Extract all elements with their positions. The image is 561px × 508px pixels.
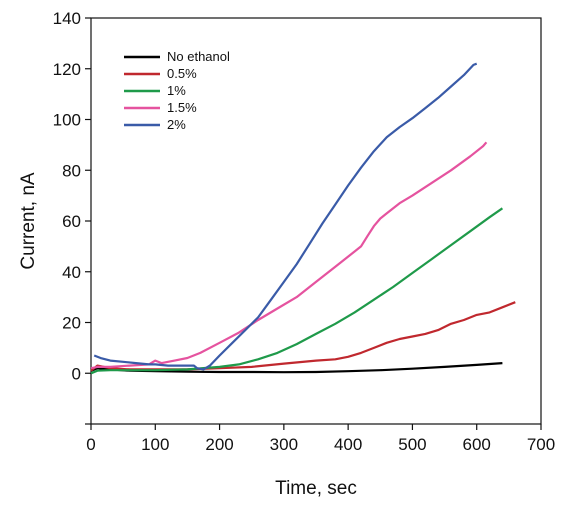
legend-label: 1% (167, 83, 186, 98)
x-tick-label: 300 (270, 435, 298, 454)
legend-label: No ethanol (167, 49, 230, 64)
x-tick-label: 0 (86, 435, 95, 454)
y-tick-label: 100 (53, 111, 81, 130)
y-tick-label: 20 (62, 314, 81, 333)
plot-border (90, 17, 542, 425)
y-tick-label: 60 (62, 212, 81, 231)
x-tick-label: 200 (205, 435, 233, 454)
series-layer (90, 62, 516, 375)
plot-area (90, 17, 542, 425)
x-tick-label: 100 (141, 435, 169, 454)
series-line-3 (90, 141, 488, 370)
legend-label: 2% (167, 117, 186, 132)
x-tick-label: 700 (527, 435, 555, 454)
y-tick-label: 120 (53, 60, 81, 79)
legend: No ethanol 0.5% 1% 1.5% 2% (124, 49, 230, 132)
x-tick-label: 600 (463, 435, 491, 454)
axis-ticks: 0 100 200 300 400 500 600 700 0 20 40 60 80 100 120 140 (53, 9, 556, 454)
y-tick-label: 80 (62, 161, 81, 180)
y-axis-title: Current, nA (18, 172, 39, 269)
legend-label: 1.5% (167, 100, 197, 115)
x-tick-label: 400 (334, 435, 362, 454)
x-tick-label: 500 (398, 435, 426, 454)
series-line-2 (90, 207, 504, 375)
legend-label: 0.5% (167, 66, 197, 81)
y-tick-label: 140 (53, 9, 81, 28)
y-tick-label: 40 (62, 263, 81, 282)
series-line-4 (93, 62, 478, 371)
y-tick-label: 0 (72, 364, 81, 383)
x-axis-title: Time, sec (275, 478, 357, 499)
